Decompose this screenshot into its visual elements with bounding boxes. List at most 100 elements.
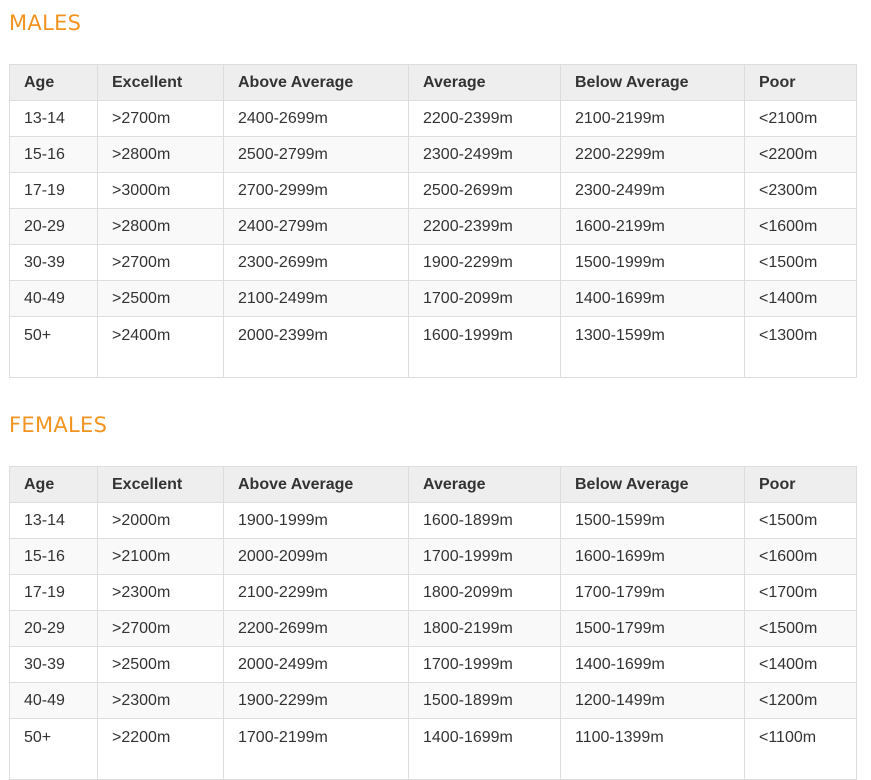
- cell-poor: <2300m: [744, 172, 857, 209]
- cell-above-average: 2500-2799m: [223, 136, 409, 173]
- females-table: Age Excellent Above Average Average Below Av…: [9, 466, 857, 780]
- cell-poor: <2100m: [744, 100, 857, 137]
- cell-excellent: >2800m: [97, 136, 224, 173]
- cell-age: 40-49: [9, 682, 98, 719]
- table-row: 40-49 >2500m 2100-2499m 1700-2099m 1400-1699…: [9, 280, 857, 317]
- cell-age: 30-39: [9, 244, 98, 281]
- cell-poor: <1100m: [744, 718, 857, 780]
- column-header-above-average: Above Average: [223, 64, 409, 101]
- cell-average: 1700-2099m: [408, 280, 561, 317]
- cell-poor: <1300m: [744, 316, 857, 378]
- cell-above-average: 2700-2999m: [223, 172, 409, 209]
- cell-above-average: 2000-2499m: [223, 646, 409, 683]
- cell-poor: <1400m: [744, 280, 857, 317]
- cell-below-average: 1600-1699m: [560, 538, 745, 575]
- cell-below-average: 1500-1999m: [560, 244, 745, 281]
- table-row: 30-39 >2500m 2000-2499m 1700-1999m 1400-1699…: [9, 646, 857, 683]
- cell-age: 30-39: [9, 646, 98, 683]
- cell-poor: <1500m: [744, 610, 857, 647]
- cell-below-average: 1700-1799m: [560, 574, 745, 611]
- cell-excellent: >2700m: [97, 610, 224, 647]
- cell-poor: <1200m: [744, 682, 857, 719]
- cell-age: 50+: [9, 316, 98, 378]
- table-row: 17-19 >2300m 2100-2299m 1800-2099m 1700-1799…: [9, 574, 857, 611]
- cell-above-average: 2400-2799m: [223, 208, 409, 245]
- column-header-below-average: Below Average: [560, 64, 745, 101]
- cell-age: 17-19: [9, 172, 98, 209]
- cell-poor: <2200m: [744, 136, 857, 173]
- table-row: 20-29 >2700m 2200-2699m 1800-2199m 1500-1799…: [9, 610, 857, 647]
- cell-below-average: 2300-2499m: [560, 172, 745, 209]
- cell-excellent: >2000m: [97, 502, 224, 539]
- cell-below-average: 1600-2199m: [560, 208, 745, 245]
- cell-age: 20-29: [9, 208, 98, 245]
- cell-poor: <1600m: [744, 538, 857, 575]
- cell-average: 1400-1699m: [408, 718, 561, 780]
- table-header-row: Age Excellent Above Average Average Below Av…: [9, 64, 857, 101]
- table-row: 13-14 >2000m 1900-1999m 1600-1899m 1500-1599…: [9, 502, 857, 539]
- column-header-average: Average: [408, 466, 561, 503]
- column-header-poor: Poor: [744, 466, 857, 503]
- cell-age: 17-19: [9, 574, 98, 611]
- cell-above-average: 2400-2699m: [223, 100, 409, 137]
- cell-excellent: >2100m: [97, 538, 224, 575]
- cell-below-average: 1400-1699m: [560, 646, 745, 683]
- cell-age: 50+: [9, 718, 98, 780]
- cell-average: 2200-2399m: [408, 208, 561, 245]
- table-header-row: Age Excellent Above Average Average Below Av…: [9, 466, 857, 503]
- cell-average: 1700-1999m: [408, 646, 561, 683]
- cell-below-average: 2100-2199m: [560, 100, 745, 137]
- cell-excellent: >2700m: [97, 100, 224, 137]
- cell-above-average: 2300-2699m: [223, 244, 409, 281]
- column-header-poor: Poor: [744, 64, 857, 101]
- cell-age: 13-14: [9, 502, 98, 539]
- column-header-excellent: Excellent: [97, 466, 224, 503]
- cell-above-average: 2100-2299m: [223, 574, 409, 611]
- table-row: 15-16 >2800m 2500-2799m 2300-2499m 2200-2299…: [9, 136, 857, 173]
- table-row: 30-39 >2700m 2300-2699m 1900-2299m 1500-1999…: [9, 244, 857, 281]
- cell-below-average: 1200-1499m: [560, 682, 745, 719]
- cell-excellent: >2400m: [97, 316, 224, 378]
- cell-excellent: >2700m: [97, 244, 224, 281]
- cell-average: 1600-1899m: [408, 502, 561, 539]
- cell-age: 20-29: [9, 610, 98, 647]
- column-header-average: Average: [408, 64, 561, 101]
- table-row: 50+ >2400m 2000-2399m 1600-1999m 1300-1599m <…: [9, 316, 857, 378]
- column-header-above-average: Above Average: [223, 466, 409, 503]
- cell-below-average: 1400-1699m: [560, 280, 745, 317]
- cell-average: 1800-2099m: [408, 574, 561, 611]
- cell-above-average: 1700-2199m: [223, 718, 409, 780]
- cell-below-average: 1500-1599m: [560, 502, 745, 539]
- cell-below-average: 1500-1799m: [560, 610, 745, 647]
- cell-poor: <1700m: [744, 574, 857, 611]
- cell-above-average: 2100-2499m: [223, 280, 409, 317]
- cell-age: 15-16: [9, 538, 98, 575]
- cell-above-average: 1900-2299m: [223, 682, 409, 719]
- cell-below-average: 1300-1599m: [560, 316, 745, 378]
- cell-excellent: >2300m: [97, 574, 224, 611]
- cell-above-average: 1900-1999m: [223, 502, 409, 539]
- cell-average: 1700-1999m: [408, 538, 561, 575]
- cell-above-average: 2000-2099m: [223, 538, 409, 575]
- males-table: Age Excellent Above Average Average Below Av…: [9, 64, 857, 378]
- cell-average: 1600-1999m: [408, 316, 561, 378]
- cell-average: 2500-2699m: [408, 172, 561, 209]
- cell-excellent: >2500m: [97, 646, 224, 683]
- cell-above-average: 2000-2399m: [223, 316, 409, 378]
- column-header-excellent: Excellent: [97, 64, 224, 101]
- females-section-title: FEMALES: [9, 413, 108, 437]
- males-section-title: MALES: [9, 11, 82, 35]
- table-row: 20-29 >2800m 2400-2799m 2200-2399m 1600-2199…: [9, 208, 857, 245]
- cell-poor: <1600m: [744, 208, 857, 245]
- table-row: 40-49 >2300m 1900-2299m 1500-1899m 1200-1499…: [9, 682, 857, 719]
- cell-average: 1800-2199m: [408, 610, 561, 647]
- cell-below-average: 1100-1399m: [560, 718, 745, 780]
- cell-poor: <1500m: [744, 502, 857, 539]
- column-header-age: Age: [9, 64, 98, 101]
- cell-age: 40-49: [9, 280, 98, 317]
- column-header-below-average: Below Average: [560, 466, 745, 503]
- cell-age: 15-16: [9, 136, 98, 173]
- cell-poor: <1500m: [744, 244, 857, 281]
- cell-below-average: 2200-2299m: [560, 136, 745, 173]
- cell-excellent: >2300m: [97, 682, 224, 719]
